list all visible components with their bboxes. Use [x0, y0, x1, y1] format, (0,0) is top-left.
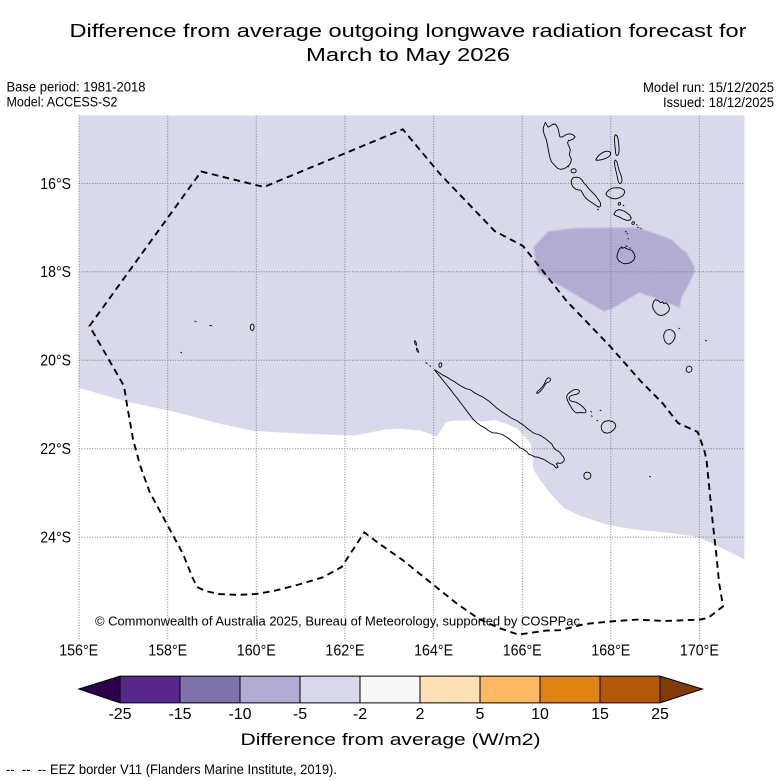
svg-text:© Commonwealth of Australia 20: © Commonwealth of Australia 2025, Bureau…	[95, 614, 580, 629]
svg-text:-2: -2	[353, 706, 367, 723]
svg-text:-10: -10	[228, 706, 251, 723]
svg-text:24°S: 24°S	[40, 530, 71, 547]
svg-text:20°S: 20°S	[40, 353, 71, 370]
svg-text:Difference from average (W/m2): Difference from average (W/m2)	[241, 730, 541, 749]
svg-text:Model: ACCESS-S2: Model: ACCESS-S2	[7, 95, 118, 110]
svg-text:Issued: 18/12/2025: Issued: 18/12/2025	[663, 95, 774, 110]
svg-text:164°E: 164°E	[414, 643, 453, 660]
svg-text:5: 5	[476, 706, 485, 723]
svg-text:158°E: 158°E	[148, 643, 187, 660]
svg-text:22°S: 22°S	[40, 441, 71, 458]
svg-text:-5: -5	[293, 706, 307, 723]
svg-text:10: 10	[531, 706, 549, 723]
svg-text:March to May 2026: March to May 2026	[306, 45, 510, 65]
svg-text:Base period: 1981-2018: Base period: 1981-2018	[7, 80, 146, 95]
svg-text:168°E: 168°E	[591, 643, 630, 660]
svg-text:166°E: 166°E	[503, 643, 542, 660]
svg-text:25: 25	[651, 706, 669, 723]
svg-text:160°E: 160°E	[237, 643, 276, 660]
svg-text:18°S: 18°S	[40, 264, 71, 281]
svg-text:2: 2	[416, 706, 425, 723]
svg-text:156°E: 156°E	[59, 643, 98, 660]
svg-text:16°S: 16°S	[40, 176, 71, 193]
svg-text:Difference from average outgoi: Difference from average outgoing longwav…	[70, 21, 747, 41]
svg-text:162°E: 162°E	[325, 643, 364, 660]
svg-text:170°E: 170°E	[680, 643, 719, 660]
svg-text:Model run: 15/12/2025: Model run: 15/12/2025	[643, 80, 774, 95]
svg-text:-25: -25	[108, 706, 131, 723]
svg-text:15: 15	[591, 706, 609, 723]
svg-text:-15: -15	[168, 706, 191, 723]
svg-text:-- -- -- EEZ border V11 (Fla: -- -- -- EEZ border V11 (Flanders Marine…	[6, 761, 337, 777]
